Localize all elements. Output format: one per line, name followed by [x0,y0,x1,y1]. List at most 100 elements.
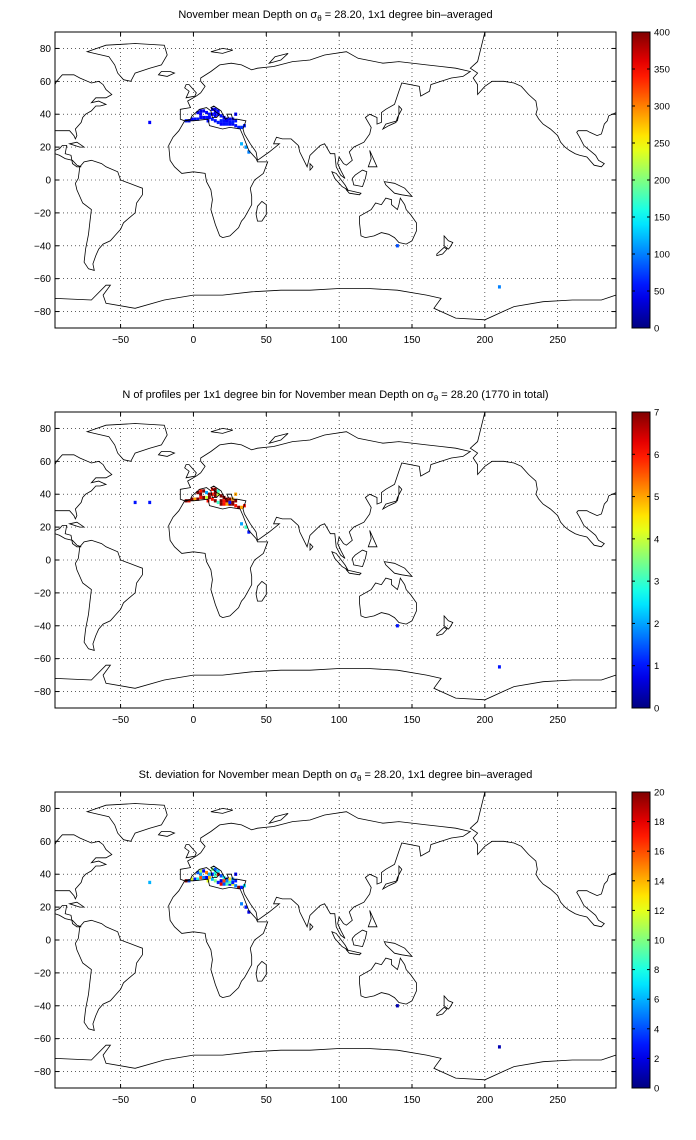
x-tick-label: 200 [477,335,494,346]
coastline [68,521,86,528]
coastline [157,71,176,77]
x-tick-label: 250 [549,715,566,726]
y-tick-label: −20 [34,588,51,599]
data-cell [202,109,206,113]
x-tick-label: 50 [261,335,273,346]
colorbar-tick-label: 200 [654,176,670,187]
coastline [381,484,403,511]
coastline [55,454,113,520]
colorbar-tick-label: 0 [654,1084,659,1095]
data-cell [190,497,194,501]
coastline [436,246,448,257]
x-tick-label: 100 [331,1095,348,1106]
data-cell [213,870,217,875]
data-cell [205,870,208,875]
data-cell [208,875,211,880]
data-cell [247,150,251,154]
data-cell [205,490,208,495]
data-cell [219,502,223,506]
coastline [55,525,82,548]
colorbar-tick-label: 8 [654,965,659,976]
coastline [55,834,113,900]
data-cell [222,879,226,883]
x-tick-label: −50 [112,715,129,726]
coastline [55,664,616,708]
coastline [85,803,168,842]
data-cell [219,499,223,503]
data-cell [202,489,206,493]
y-tick-label: 20 [40,523,52,534]
data-cell [237,505,241,510]
data-cell [208,492,211,496]
coastline [359,197,417,245]
coastline [157,451,176,457]
data-cell [225,879,229,883]
data-cell [395,624,399,628]
data-cell [222,115,226,120]
colorbar-tick-label: 2 [654,619,659,630]
data-cell [234,884,238,888]
data-cell [225,882,229,886]
coastline [255,200,267,222]
data-cell [222,495,226,500]
x-tick-label: 250 [549,335,566,346]
y-tick-label: −60 [34,654,51,665]
coastline [68,901,86,908]
data-cell [225,877,229,881]
data-cell [216,872,220,876]
coastline [55,1044,616,1088]
data-cell [193,877,197,881]
coastline [345,569,362,576]
coastline [381,864,403,891]
coastline [85,423,168,462]
coastline [359,577,417,625]
map-layer [55,412,616,708]
data-cell [222,122,226,126]
colorbar-tick-label: 20 [654,788,665,799]
data-cell [213,879,217,883]
x-tick-label: 100 [331,335,348,346]
colorbar-tick-label: 18 [654,817,665,828]
data-cell [497,1045,501,1049]
map-layer [55,32,616,328]
data-cell [216,880,220,885]
data-cell [240,142,243,146]
data-cell [231,502,235,506]
y-tick-label: −20 [34,968,51,979]
coastline [309,922,314,932]
coastline [74,159,143,271]
y-tick-label: 20 [40,143,52,154]
depth-colorbar: 0 50 100 150 200 250 300 350 400 [631,28,670,335]
data-cell [213,499,217,503]
data-cell [240,902,243,906]
coastline [443,614,454,630]
data-cell [210,117,214,121]
coastline [383,561,414,577]
data-cell [208,115,211,120]
std-deviation-map-title: St. deviation for November mean Depth on… [139,769,533,783]
y-tick-label: −80 [34,1067,51,1078]
profile-count-map-panel: N of profiles per 1x1 degree bin for Nov… [34,389,659,726]
data-cell [202,495,206,500]
data-cell [190,877,194,881]
data-cell [222,502,226,506]
data-cell [219,494,223,498]
data-cell [133,500,137,505]
data-cell [231,120,235,125]
colorbar-tick-label: 4 [654,1024,659,1035]
coastline [168,878,269,999]
coastline [443,994,454,1010]
colorbar-tick-label: 0 [654,704,659,715]
data-cell [213,110,217,115]
depth-map-panel: November mean Depth on σθ = 28.20, 1x1 d… [34,9,670,346]
coastline [210,47,233,54]
depth-map-title: November mean Depth on σθ = 28.20, 1x1 d… [178,9,492,23]
y-tick-label: 0 [45,936,51,947]
data-cell [213,874,217,878]
coastline [268,53,289,64]
data-cell [213,490,217,495]
y-tick-label: −60 [34,274,51,285]
data-cell [213,487,217,491]
data-cell [219,122,223,126]
colorbar-tick-label: 6 [654,995,659,1006]
